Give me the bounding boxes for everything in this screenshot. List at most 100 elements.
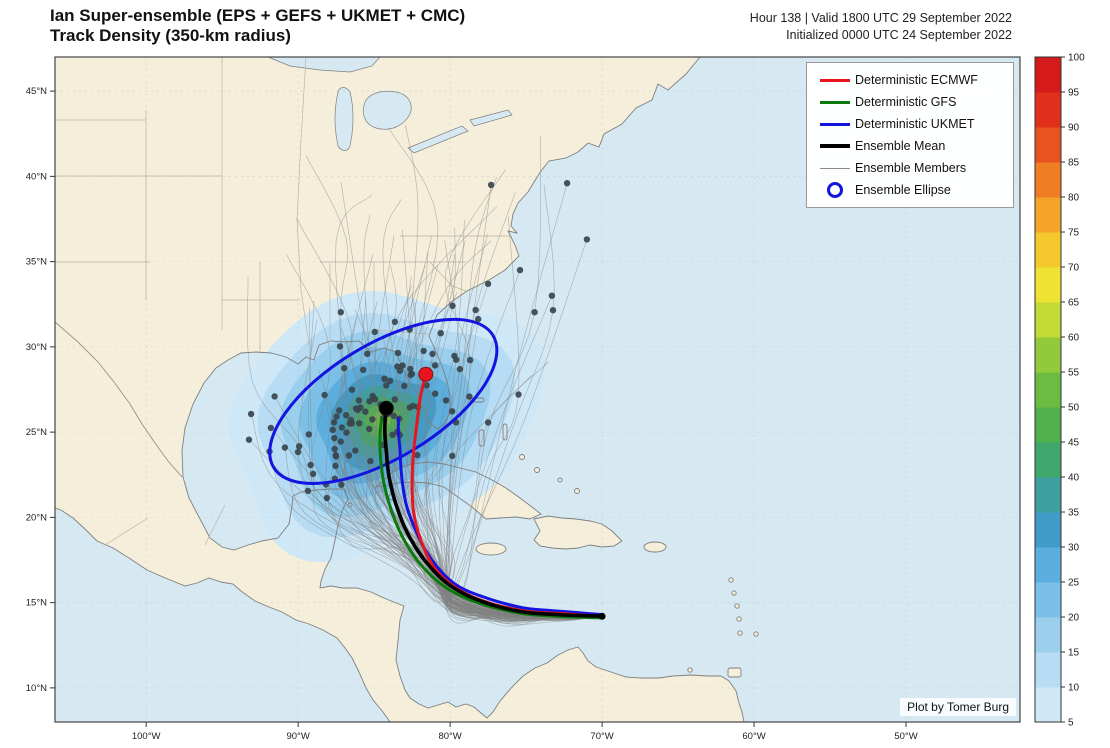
member-position-dot <box>309 470 317 477</box>
legend: Deterministic ECMWF Deterministic GFS Dete… <box>806 62 1014 208</box>
member-position-dots-layer <box>245 180 591 502</box>
member-position-dot <box>367 457 374 465</box>
member-position-dot <box>484 419 492 426</box>
member-position-dot <box>267 424 275 432</box>
member-position-dot <box>364 350 371 357</box>
legend-label: Deterministic ECMWF <box>855 73 978 87</box>
colorbar-segment <box>1035 232 1061 268</box>
mean-swatch-icon <box>815 144 855 148</box>
member-position-dot <box>337 309 344 316</box>
colorbar-segment <box>1035 267 1061 303</box>
us-mexico-border <box>54 321 183 478</box>
track-mean <box>383 406 604 619</box>
colorbar-segment <box>1035 57 1061 93</box>
colorbar-frame <box>1034 56 1062 723</box>
member-position-dot <box>371 328 378 336</box>
legend-label: Ensemble Ellipse <box>855 183 951 197</box>
track-endpoint-markers-layer <box>378 366 606 620</box>
ensemble-member-track <box>269 451 603 620</box>
member-position-dot <box>360 366 367 373</box>
title-block: Ian Super-ensemble (EPS + GEFS + UKMET +… <box>50 6 465 47</box>
member-position-dot <box>472 306 479 314</box>
lon-tick-label: 70°W <box>590 731 613 742</box>
line-swatch-icon <box>820 78 850 82</box>
legend-label: Ensemble Members <box>855 161 967 175</box>
member-position-dot <box>383 382 390 389</box>
member-position-dot <box>442 397 450 404</box>
lat-tick-label: 20°N <box>26 512 47 523</box>
colorbar: 5 10 15 20 25 30 35 40 45 50 55 60 65 70 75 80 85 90 95 100 <box>1034 53 1085 729</box>
legend-item-ecmwf: Deterministic ECMWF <box>815 69 1005 91</box>
colorbar-segment <box>1035 442 1061 478</box>
member-position-dot <box>321 391 328 399</box>
member-position-dot <box>369 416 376 423</box>
colorbar-tick-label: 30 <box>1068 543 1080 554</box>
member-position-dot <box>332 451 339 459</box>
legend-label: Deterministic GFS <box>855 95 957 109</box>
member-position-dot <box>331 434 338 442</box>
member-position-dot <box>484 280 492 287</box>
member-position-dot <box>449 452 456 460</box>
member-position-dot <box>429 350 436 358</box>
member-position-dot <box>437 330 444 337</box>
member-position-dot <box>466 356 474 364</box>
member-position-dot <box>407 365 414 373</box>
line-swatch-icon <box>820 167 850 169</box>
colorbar-segment <box>1035 162 1061 198</box>
member-position-dot <box>362 408 369 415</box>
member-position-dot <box>487 181 495 189</box>
ellipse-swatch-icon <box>815 182 855 198</box>
colorbar-segment <box>1035 617 1061 653</box>
line-swatch-icon <box>820 122 850 126</box>
member-position-dot <box>356 420 363 427</box>
colorbar-tick-label: 85 <box>1068 158 1080 169</box>
member-position-dot <box>531 309 538 316</box>
member-position-dot <box>381 375 388 382</box>
deterministic-tracks-layer <box>378 372 604 620</box>
lon-tick-label: 50°W <box>894 731 917 742</box>
member-position-dot <box>345 452 353 459</box>
colorbar-segment <box>1035 547 1061 583</box>
member-position-dot <box>323 494 331 502</box>
colorbar-tick-label: 55 <box>1068 368 1080 379</box>
colorbar-segment <box>1035 92 1061 128</box>
colorbar-tick-label: 80 <box>1068 193 1080 204</box>
ensemble-member-track <box>344 423 603 625</box>
member-position-dot <box>271 393 278 400</box>
member-position-dot <box>343 429 350 436</box>
member-position-dot <box>399 362 406 369</box>
member-position-dot <box>329 426 336 433</box>
lon-tick-label: 60°W <box>742 731 765 742</box>
member-position-dot <box>453 356 460 363</box>
legend-item-gfs: Deterministic GFS <box>815 91 1005 113</box>
colorbar-segment <box>1035 372 1061 408</box>
member-position-dot <box>394 349 402 357</box>
plot-frame <box>54 56 1021 723</box>
legend-item-members: Ensemble Members <box>815 157 1005 179</box>
lat-tick-label: 15°N <box>26 598 47 609</box>
member-position-dot <box>390 412 397 419</box>
member-position-dot <box>294 448 302 456</box>
member-position-dot <box>341 365 348 372</box>
colorbar-tick-label: 10 <box>1068 683 1080 694</box>
member-position-dot <box>449 408 456 415</box>
plot-title: Ian Super-ensemble (EPS + GEFS + UKMET +… <box>50 6 466 25</box>
colorbar-tick-label: 15 <box>1068 648 1080 659</box>
colorbar-segment <box>1035 687 1061 723</box>
colorbar-tick-label: 50 <box>1068 403 1080 414</box>
colorbar-tick-label: 60 <box>1068 333 1080 344</box>
member-position-dot <box>456 365 464 373</box>
colorbar-segment <box>1035 652 1061 688</box>
colorbar-tick-label: 35 <box>1068 508 1080 519</box>
member-position-dot <box>332 462 339 470</box>
member-position-dot <box>386 377 394 385</box>
member-position-dot <box>352 447 359 454</box>
valid-time-text: Hour 138 | Valid 1800 UTC 29 September 2… <box>749 11 1012 25</box>
colorbar-segment <box>1035 407 1061 443</box>
member-position-dot <box>307 461 314 469</box>
member-position-dot <box>423 382 430 389</box>
lon-tick-label: 90°W <box>286 731 309 742</box>
member-position-dot <box>247 410 255 418</box>
colorbar-tick-label: 90 <box>1068 123 1080 134</box>
